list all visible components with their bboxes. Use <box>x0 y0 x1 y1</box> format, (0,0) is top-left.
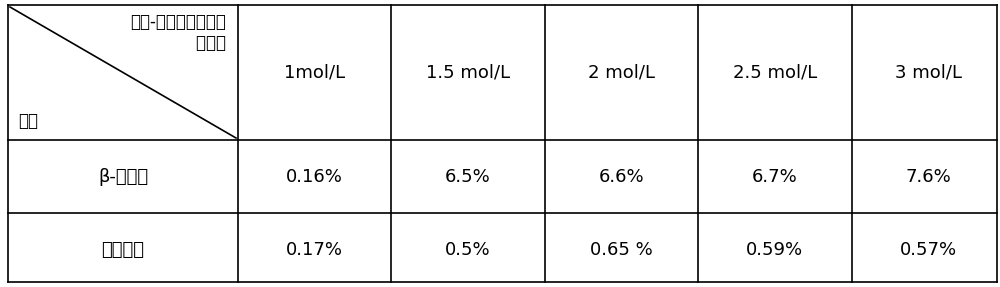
Text: 0.57%: 0.57% <box>900 241 957 259</box>
Text: 6.6%: 6.6% <box>599 168 644 185</box>
Text: 菜油甾醇: 菜油甾醇 <box>102 241 144 259</box>
Text: β-谷甾醇: β-谷甾醇 <box>98 168 148 185</box>
Text: 2 mol/L: 2 mol/L <box>588 63 655 82</box>
Text: 0.59%: 0.59% <box>746 241 803 259</box>
Text: 乙醇-氢氧化钾混合溶
        液浓度: 乙醇-氢氧化钾混合溶 液浓度 <box>130 13 226 52</box>
Text: 6.5%: 6.5% <box>445 168 491 185</box>
Text: 0.5%: 0.5% <box>445 241 491 259</box>
Text: 7.6%: 7.6% <box>905 168 951 185</box>
Text: 0.17%: 0.17% <box>286 241 343 259</box>
Text: 0.16%: 0.16% <box>286 168 343 185</box>
Text: 得率: 得率 <box>18 112 38 130</box>
Text: 3 mol/L: 3 mol/L <box>895 63 962 82</box>
Text: 0.65 %: 0.65 % <box>590 241 653 259</box>
Text: 6.7%: 6.7% <box>752 168 798 185</box>
Text: 2.5 mol/L: 2.5 mol/L <box>733 63 817 82</box>
Text: 1mol/L: 1mol/L <box>284 63 345 82</box>
Text: 1.5 mol/L: 1.5 mol/L <box>426 63 510 82</box>
